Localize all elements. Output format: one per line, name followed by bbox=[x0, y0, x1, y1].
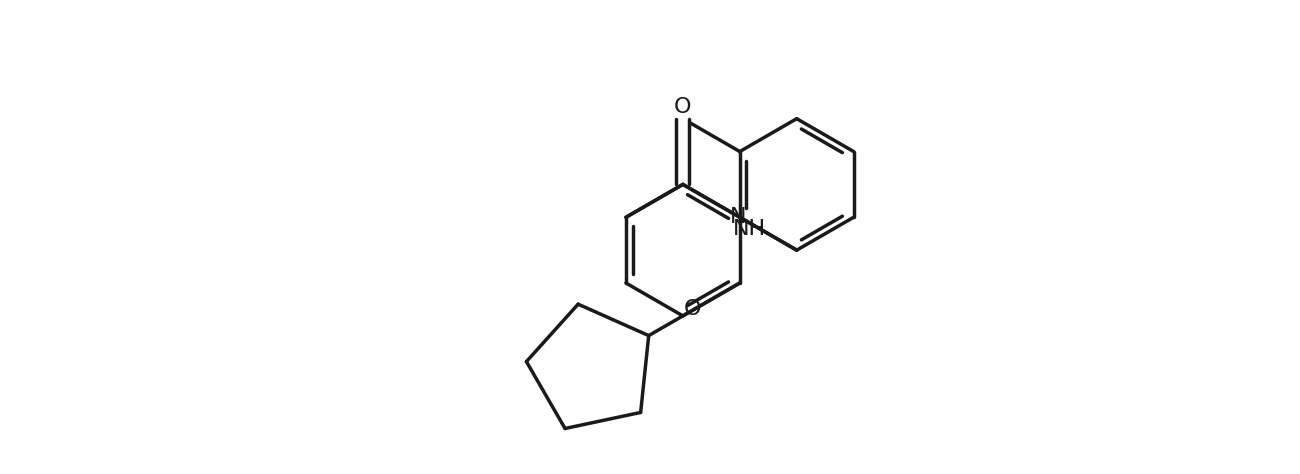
Text: NH: NH bbox=[733, 219, 766, 239]
Text: O: O bbox=[684, 299, 702, 319]
Text: N: N bbox=[731, 207, 746, 227]
Text: O: O bbox=[675, 97, 692, 117]
